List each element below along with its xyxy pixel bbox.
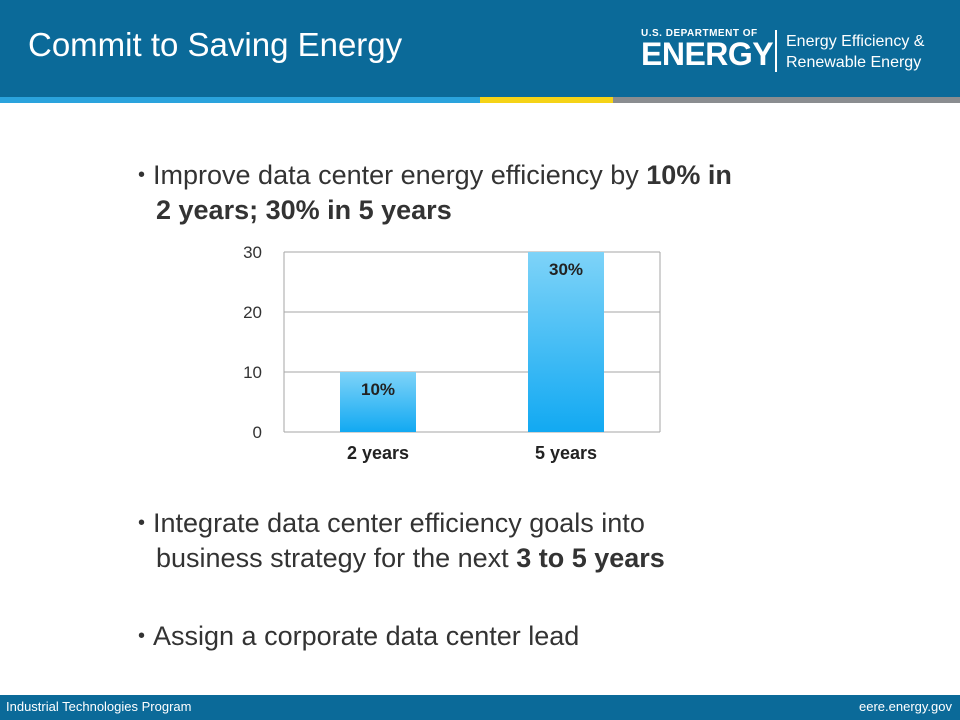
bullet-lead: • Assign a corporate data center lead — [138, 621, 580, 651]
bullet-1-text: Improve data center energy efficiency by — [153, 160, 647, 190]
footer-bar: Industrial Technologies Program eere.ene… — [0, 695, 960, 720]
y-tick-label: 30 — [243, 243, 262, 262]
footer-program: Industrial Technologies Program — [6, 699, 192, 714]
x-category-label: 5 years — [535, 443, 597, 463]
bullet-efficiency: • Improve data center energy efficiency b… — [138, 160, 732, 225]
office-line-1: Energy Efficiency & — [786, 33, 925, 50]
bullet-1-line2: 2 years; 30% in 5 years — [156, 195, 452, 225]
office-line-2: Renewable Energy — [786, 54, 922, 71]
bullet-2-line1: Integrate data center efficiency goals i… — [153, 508, 645, 538]
doe-logo: U.S. DEPARTMENT OF ENERGY — [641, 28, 774, 72]
y-tick-label: 0 — [253, 423, 262, 442]
bullet-1-bold: 10% in — [646, 160, 732, 190]
stripe-gray — [613, 97, 960, 103]
page-title: Commit to Saving Energy — [28, 26, 403, 63]
bar-chart: 0 10 20 30 10% 30% 2 years 5 years — [243, 243, 661, 463]
bar-5-years — [528, 252, 604, 432]
x-axis-labels: 2 years 5 years — [347, 443, 597, 463]
bullet-3-text: Assign a corporate data center lead — [153, 621, 580, 651]
header-bar: Commit to Saving Energy U.S. DEPARTMENT … — [0, 0, 960, 97]
data-label: 30% — [549, 260, 583, 279]
x-category-label: 2 years — [347, 443, 409, 463]
stripe-blue — [0, 97, 480, 103]
bar-2-years — [340, 372, 416, 432]
chart-bars — [340, 252, 604, 432]
logo-small-text: U.S. DEPARTMENT OF — [641, 28, 758, 39]
logo-divider — [775, 30, 777, 72]
y-tick-label: 10 — [243, 363, 262, 382]
y-tick-label: 20 — [243, 303, 262, 322]
bullet-2-bold: 3 to 5 years — [516, 543, 665, 573]
footer-site: eere.energy.gov — [859, 699, 952, 714]
logo-energy-text: ENERGY — [641, 36, 774, 72]
data-label: 10% — [361, 380, 395, 399]
chart-data-labels: 10% 30% — [361, 260, 583, 399]
bullet-strategy: • Integrate data center efficiency goals … — [138, 508, 665, 573]
y-axis-ticks: 0 10 20 30 — [243, 243, 262, 442]
bullet-2-line2: business strategy for the next — [156, 543, 517, 573]
stripe-yellow — [480, 97, 613, 103]
office-logo: Energy Efficiency & Renewable Energy — [786, 31, 924, 73]
